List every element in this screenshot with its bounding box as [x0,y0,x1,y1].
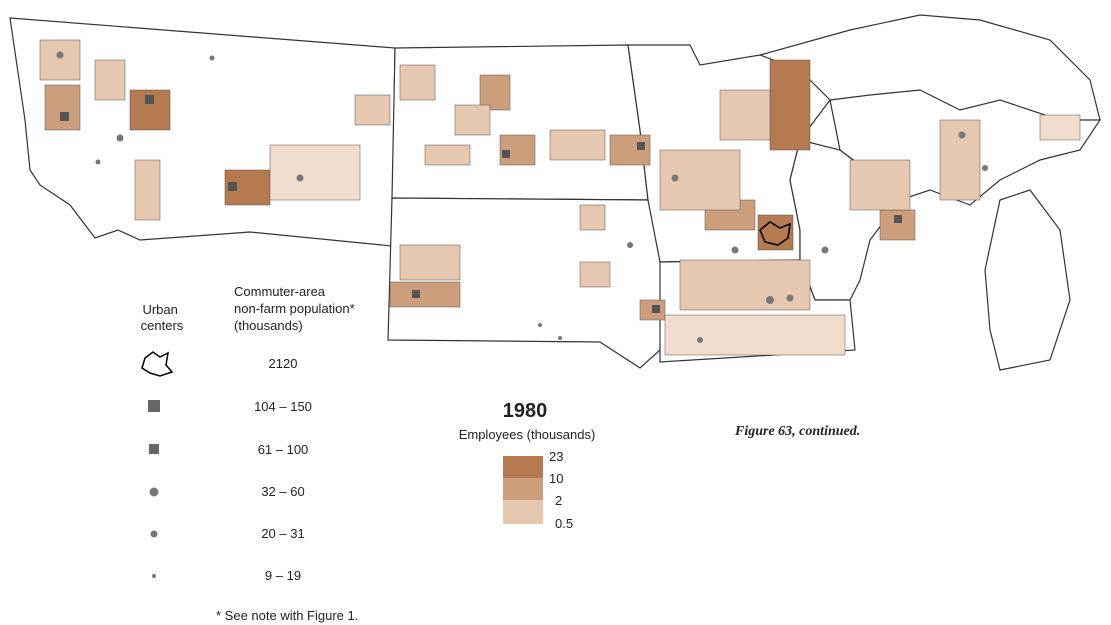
legend-item: 9 – 19 [265,568,301,583]
county [44,84,81,131]
shaded-counties [39,39,1081,356]
legend-swatch [503,478,543,500]
legend-break: 2 [555,493,562,508]
footnote: * See note with Figure 1. [216,608,358,623]
urban-outline [759,221,791,246]
urban-dot [56,51,64,59]
legend-title: Employees (thousands) [459,427,596,442]
county [659,149,741,211]
urban-square [894,215,902,223]
county [664,314,846,356]
county [849,159,911,211]
county [399,64,436,101]
legend-item: 61 – 100 [258,442,309,457]
county [454,104,491,136]
urban-dot [538,323,542,327]
county [354,94,391,126]
map [9,14,1102,371]
legend-title-line: (thousands) [234,318,303,333]
legend-symbol [150,530,158,538]
county [679,259,811,311]
urban-dot [95,159,101,165]
urban-square [652,305,660,313]
legend-year: 1980 [503,400,548,422]
legend-item: 104 – 150 [254,399,312,414]
county [269,144,361,201]
county [579,261,611,288]
county [94,59,126,101]
legend-break: 0.5 [555,516,573,531]
urban-square [60,112,69,121]
legend-title-line: non-farm population* [234,301,355,316]
legend-item: 2120 [269,356,298,371]
urban-dot [766,296,774,304]
urban-dot [731,246,739,254]
legend-title: Commuter-area non-farm population* (thou… [234,284,358,333]
legend-symbol [149,487,159,497]
urban-dot [116,134,124,142]
urban-dot [558,336,562,340]
urban-dot [786,294,794,302]
urban-centers [56,51,988,343]
urban-dot [982,165,988,171]
legend-swatch [503,456,543,478]
legend-symbol [141,351,174,377]
legend-item: 20 – 31 [261,526,304,541]
county [579,204,606,231]
legend-swatch [503,500,543,524]
urban-legend: Urban centers Commuter-area non-farm pop… [141,284,359,623]
urban-square [412,290,420,298]
urban-dot [821,246,829,254]
county [549,129,606,161]
state-michigan-lp [984,189,1071,371]
county [389,281,461,308]
caption: Figure 63, continued. [734,424,860,439]
lake-superior-shore [759,14,1101,121]
urban-dot [697,337,703,343]
urban-square [145,95,154,104]
legend-title-line: Urban [142,302,177,317]
legend-item: 32 – 60 [261,484,304,499]
legend-title-line: centers [141,318,184,333]
county [424,144,471,166]
urban-square [637,142,645,150]
urban-dot [209,55,215,61]
legend-title-line: Commuter-area [234,284,326,299]
urban-dot [627,242,633,248]
county [719,89,771,141]
county [939,119,981,201]
county [879,209,916,241]
legend-break: 23 [549,449,563,464]
urban-square [228,182,237,191]
legend-symbol [148,400,160,412]
urban-square [502,150,510,158]
county [39,39,81,81]
legend-symbol [149,444,159,454]
legend-title: Urban centers [141,302,184,333]
urban-dot [958,131,966,139]
county [769,59,811,151]
county [479,74,511,111]
county [399,244,461,281]
urban-dot [671,174,679,182]
employee-legend: 1980 Employees (thousands) 23 10 2 0.5 [459,400,596,531]
county [134,159,161,221]
urban-dot [296,174,304,182]
legend-break: 10 [549,471,563,486]
county [1039,114,1081,141]
legend-symbol [152,574,156,578]
